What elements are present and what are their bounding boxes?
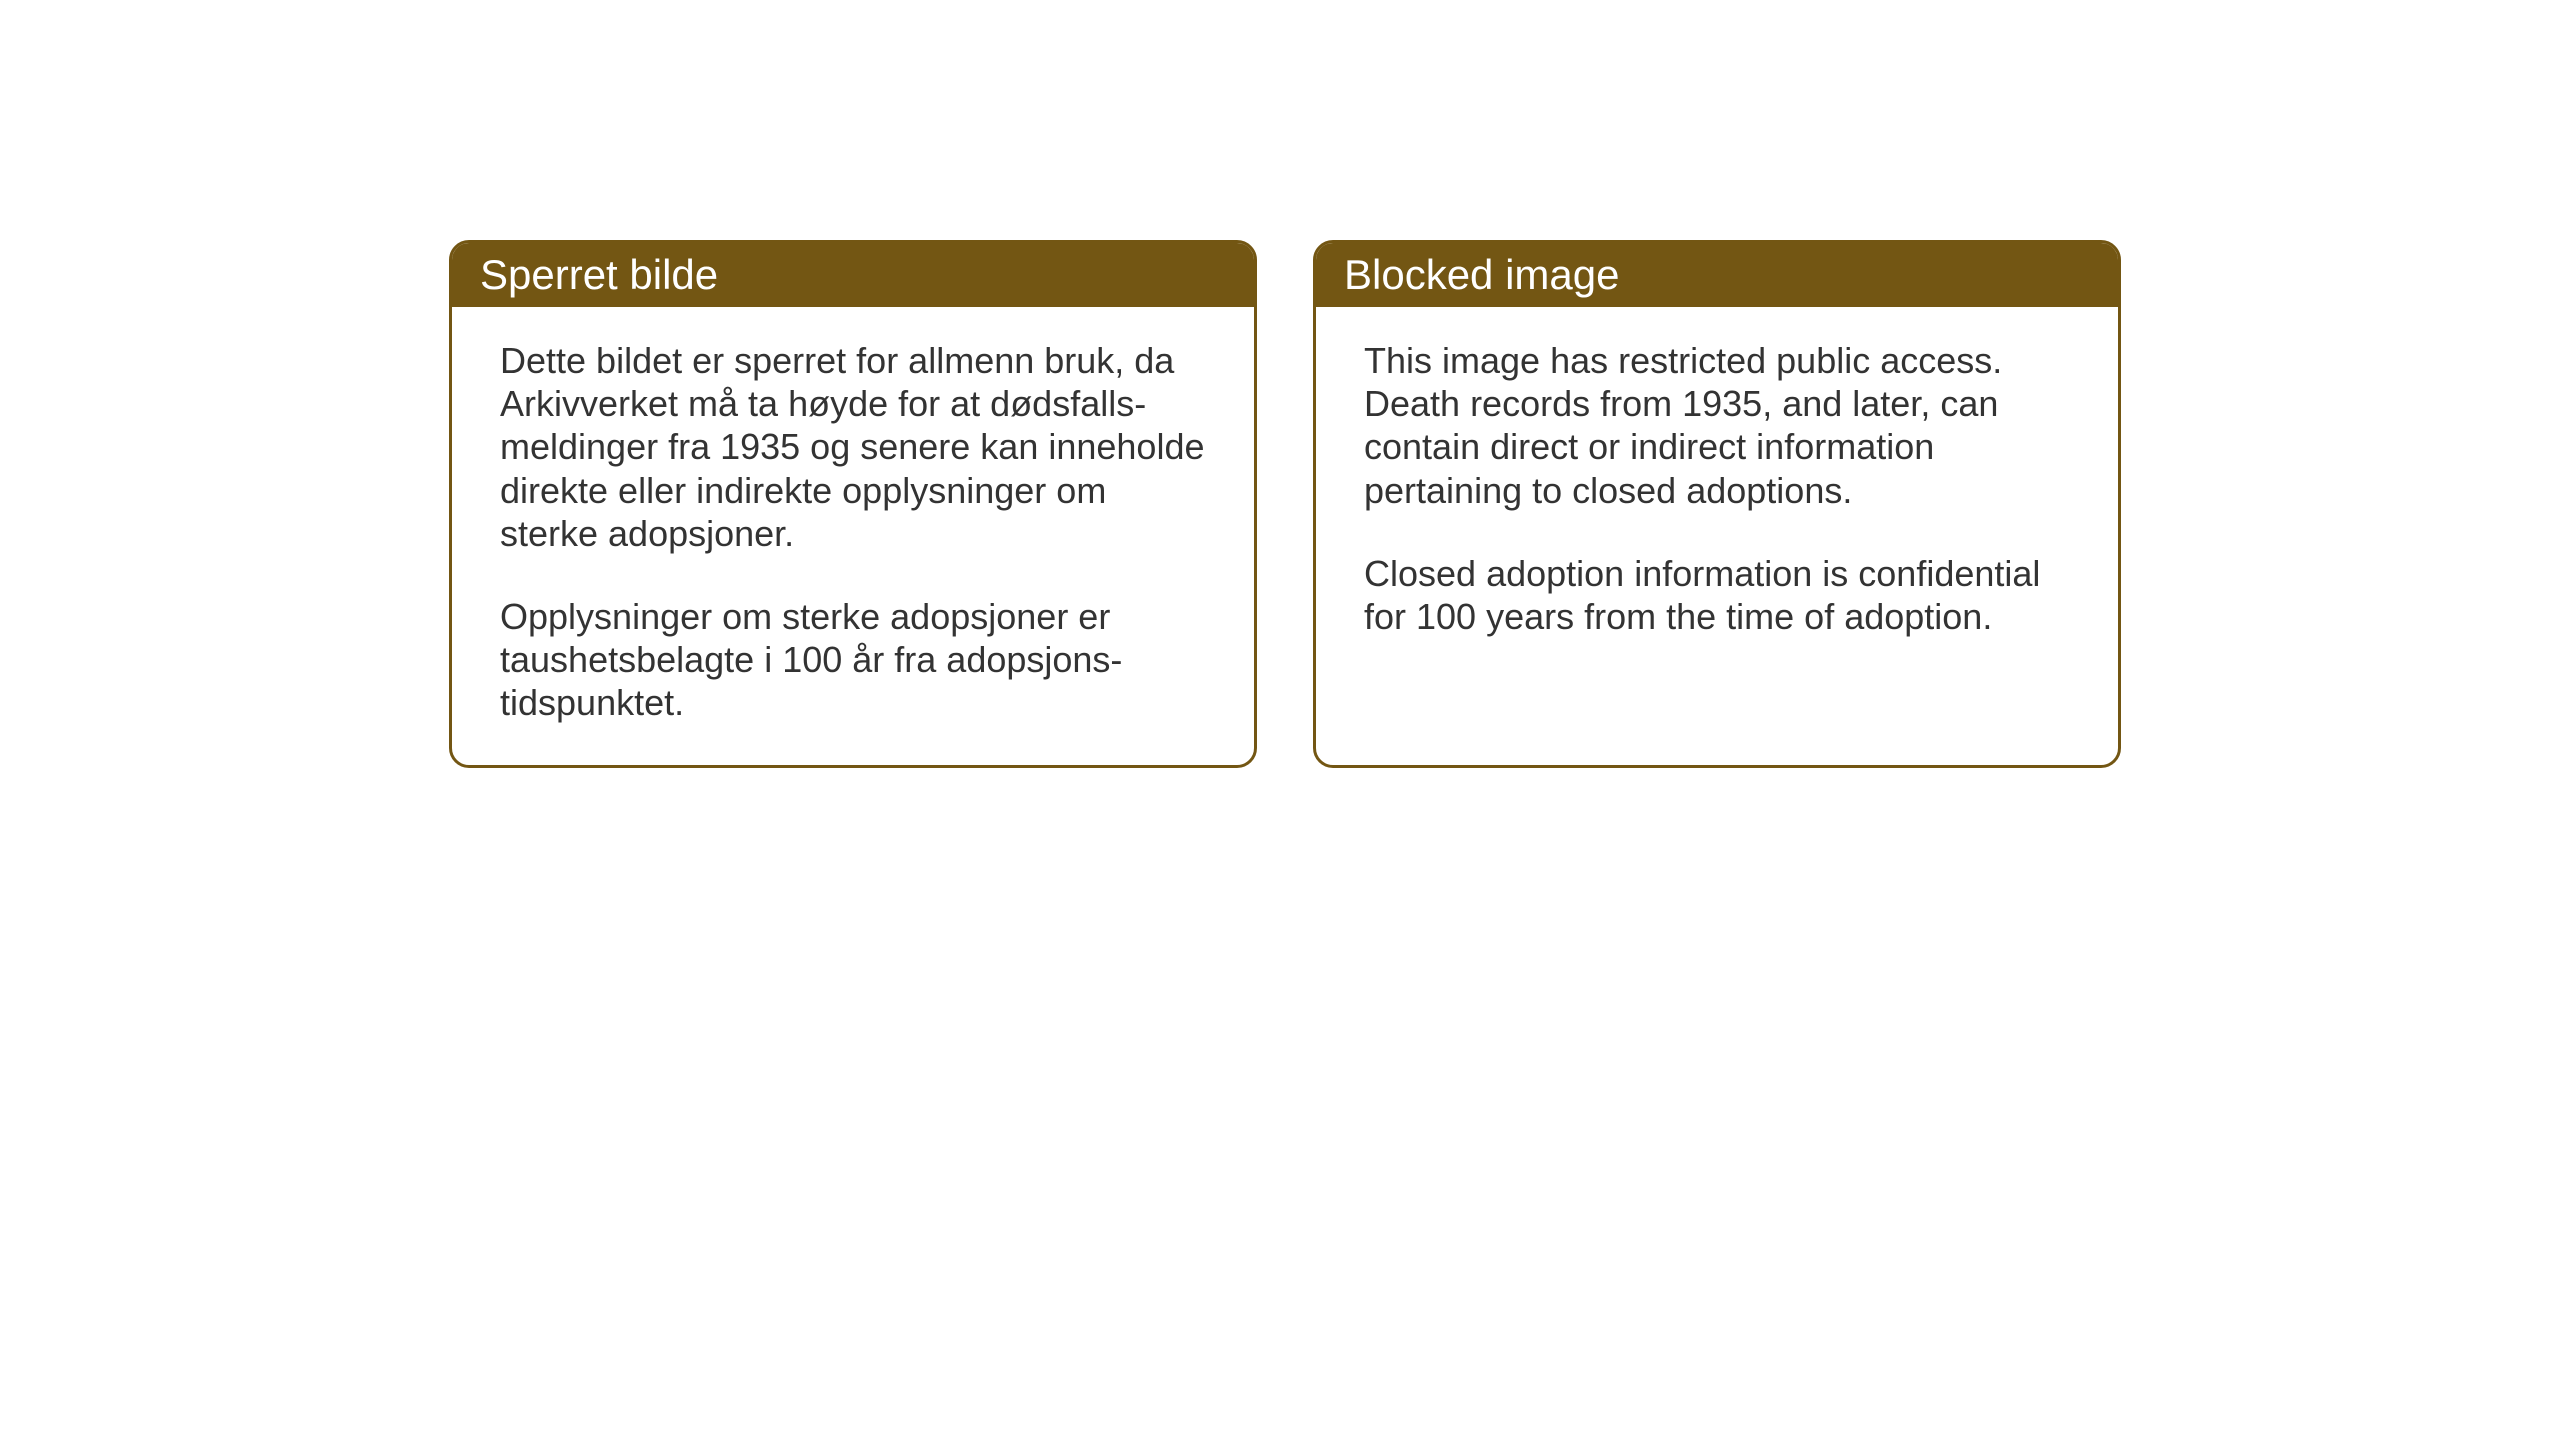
card-norwegian: Sperret bilde Dette bildet er sperret fo… xyxy=(449,240,1257,768)
card-body-norwegian: Dette bildet er sperret for allmenn bruk… xyxy=(452,307,1254,765)
card-header-english: Blocked image xyxy=(1316,243,2118,307)
paragraph-1-english: This image has restricted public access.… xyxy=(1364,339,2070,512)
card-body-english: This image has restricted public access.… xyxy=(1316,307,2118,707)
paragraph-2-norwegian: Opplysninger om sterke adopsjoner er tau… xyxy=(500,595,1206,725)
card-english: Blocked image This image has restricted … xyxy=(1313,240,2121,768)
paragraph-1-norwegian: Dette bildet er sperret for allmenn bruk… xyxy=(500,339,1206,555)
cards-container: Sperret bilde Dette bildet er sperret fo… xyxy=(449,240,2121,768)
card-title-english: Blocked image xyxy=(1344,251,1619,298)
card-title-norwegian: Sperret bilde xyxy=(480,251,718,298)
card-header-norwegian: Sperret bilde xyxy=(452,243,1254,307)
paragraph-2-english: Closed adoption information is confident… xyxy=(1364,552,2070,638)
